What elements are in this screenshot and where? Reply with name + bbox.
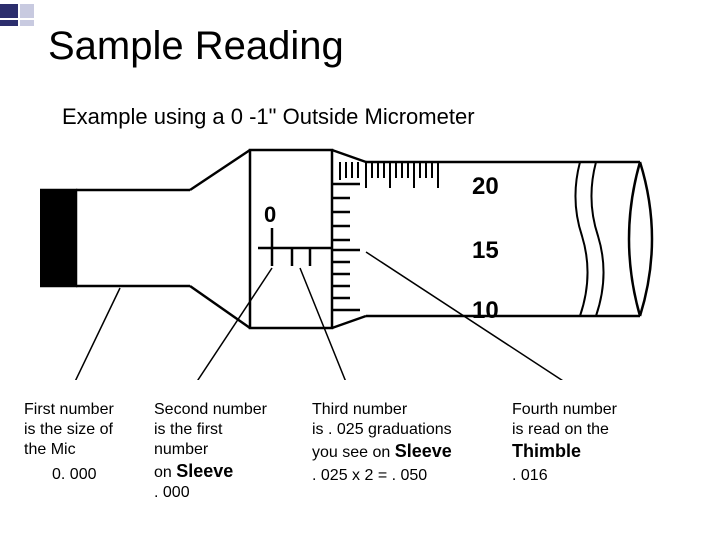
value: . 016 xyxy=(512,466,672,486)
value: 0. 000 xyxy=(52,465,154,485)
column-first-number: First number is the size of the Mic 0. 0… xyxy=(24,400,154,503)
text: Thimble xyxy=(512,440,672,463)
text: Fourth number xyxy=(512,400,672,420)
column-fourth-number: Fourth number is read on the Thimble . 0… xyxy=(512,400,672,503)
text: Second number xyxy=(154,400,312,420)
deco-block xyxy=(0,4,18,18)
thimble-label-10: 10 xyxy=(472,297,499,324)
text: is . 025 graduations xyxy=(312,420,512,440)
text: Third number xyxy=(312,400,512,420)
text: is the first xyxy=(154,420,312,440)
page-title: Sample Reading xyxy=(48,24,344,69)
deco-block xyxy=(0,20,18,26)
text: on Sleeve xyxy=(154,460,312,483)
page-subtitle: Example using a 0 -1" Outside Micrometer xyxy=(62,104,475,130)
explanation-columns: First number is the size of the Mic 0. 0… xyxy=(24,400,704,503)
text: First number xyxy=(24,400,154,420)
text: you see on Sleeve xyxy=(312,440,512,463)
text: the Mic xyxy=(24,440,154,460)
deco-block xyxy=(20,20,34,26)
thimble-label-20: 20 xyxy=(472,173,499,200)
text: is read on the xyxy=(512,420,672,440)
thimble-label-15: 15 xyxy=(472,237,499,264)
column-third-number: Third number is . 025 graduations you se… xyxy=(312,400,512,503)
text: number xyxy=(154,440,312,460)
micrometer-diagram: 0 xyxy=(40,140,680,380)
column-second-number: Second number is the first number on Sle… xyxy=(154,400,312,503)
sleeve-zero-label: 0 xyxy=(264,202,276,227)
value: . 000 xyxy=(154,483,312,503)
text: . 025 x 2 = . 050 xyxy=(312,466,512,486)
page: Sample Reading Example using a 0 -1" Out… xyxy=(0,0,720,540)
deco-block xyxy=(20,4,34,18)
text: is the size of xyxy=(24,420,154,440)
